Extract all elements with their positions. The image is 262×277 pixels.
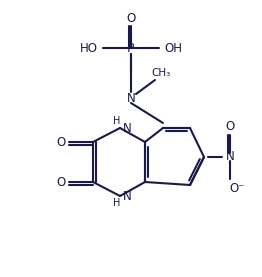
Text: O: O	[56, 176, 66, 189]
Text: N: N	[127, 91, 135, 104]
Text: O: O	[225, 119, 235, 132]
Text: P: P	[127, 42, 135, 55]
Text: OH: OH	[164, 42, 182, 55]
Text: H: H	[113, 198, 121, 208]
Text: CH₃: CH₃	[151, 68, 171, 78]
Text: N: N	[123, 189, 131, 202]
Text: N: N	[226, 150, 234, 163]
Text: O: O	[126, 12, 136, 24]
Text: N: N	[123, 122, 131, 135]
Text: O: O	[56, 135, 66, 148]
Text: H: H	[113, 116, 121, 126]
Text: HO: HO	[80, 42, 98, 55]
Text: O⁻: O⁻	[229, 181, 245, 194]
